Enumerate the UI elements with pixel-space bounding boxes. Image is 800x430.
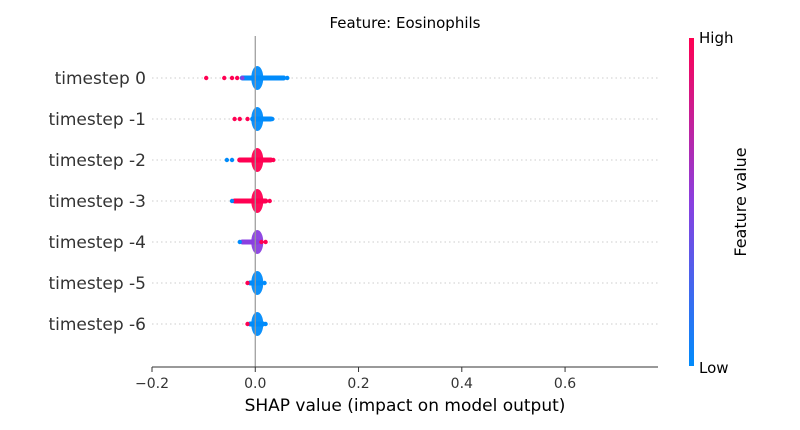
shap-point (271, 157, 276, 163)
beeswarm-row: timestep -5 (48, 271, 658, 295)
x-tick-label: −0.2 (135, 376, 169, 392)
colorbar-title: Feature value (731, 147, 750, 256)
colorbar-high-label: High (699, 29, 733, 47)
x-tick-label: 0.6 (554, 376, 576, 392)
beeswarm-core (251, 107, 264, 131)
x-axis-label: SHAP value (impact on model output) (245, 396, 566, 416)
shap-point (240, 75, 245, 81)
beeswarm-core (251, 66, 264, 90)
shap-point (270, 116, 275, 122)
beeswarm-rows: timestep 0 timestep -1 timestep -2 timestep… (48, 66, 658, 336)
shap-point (232, 116, 237, 122)
row-label: timestep -6 (48, 315, 146, 335)
chart-title: Feature: Eosinophils (329, 14, 480, 32)
shap-point (237, 239, 242, 245)
shap-point (263, 321, 268, 327)
shap-point (222, 75, 227, 81)
beeswarm-core (251, 271, 264, 295)
row-label: timestep -3 (48, 192, 146, 212)
shap-point (245, 116, 250, 122)
shap-point (204, 75, 209, 81)
shap-point (224, 157, 230, 163)
beeswarm-row: timestep -4 (48, 230, 658, 254)
shap-point (245, 280, 250, 286)
shap-point (267, 198, 272, 204)
shap-point (229, 157, 235, 163)
colorbar-low-label: Low (699, 359, 729, 377)
row-label: timestep -5 (48, 274, 146, 294)
row-label: timestep -4 (48, 233, 146, 253)
colorbar (689, 38, 694, 366)
row-label: timestep -2 (48, 151, 146, 171)
shap-point (237, 116, 242, 122)
beeswarm-row: timestep -6 (48, 312, 658, 336)
shap-point (229, 75, 235, 81)
beeswarm-row: timestep 0 (55, 66, 658, 90)
row-label: timestep -1 (48, 110, 146, 130)
shap-point (263, 239, 268, 245)
shap-point (285, 75, 290, 81)
beeswarm-core (251, 230, 264, 254)
beeswarm-row: timestep -1 (48, 107, 658, 131)
shap-point (245, 321, 250, 327)
x-tick-label: 0.0 (244, 376, 266, 392)
shap-point (229, 198, 235, 204)
x-tick-label: 0.4 (451, 376, 473, 392)
beeswarm-core (251, 189, 264, 213)
row-label: timestep 0 (55, 69, 146, 89)
shap-point (234, 75, 240, 81)
beeswarm-core (251, 148, 264, 172)
x-tick-label: 0.2 (347, 376, 369, 392)
beeswarm-row: timestep -2 (48, 148, 658, 172)
shap-point (259, 239, 264, 245)
beeswarm-core (251, 312, 264, 336)
shap-point (262, 280, 267, 286)
beeswarm-row: timestep -3 (48, 189, 658, 213)
x-axis-ticks: −0.2 0.0 0.2 0.4 0.6 (135, 367, 576, 392)
